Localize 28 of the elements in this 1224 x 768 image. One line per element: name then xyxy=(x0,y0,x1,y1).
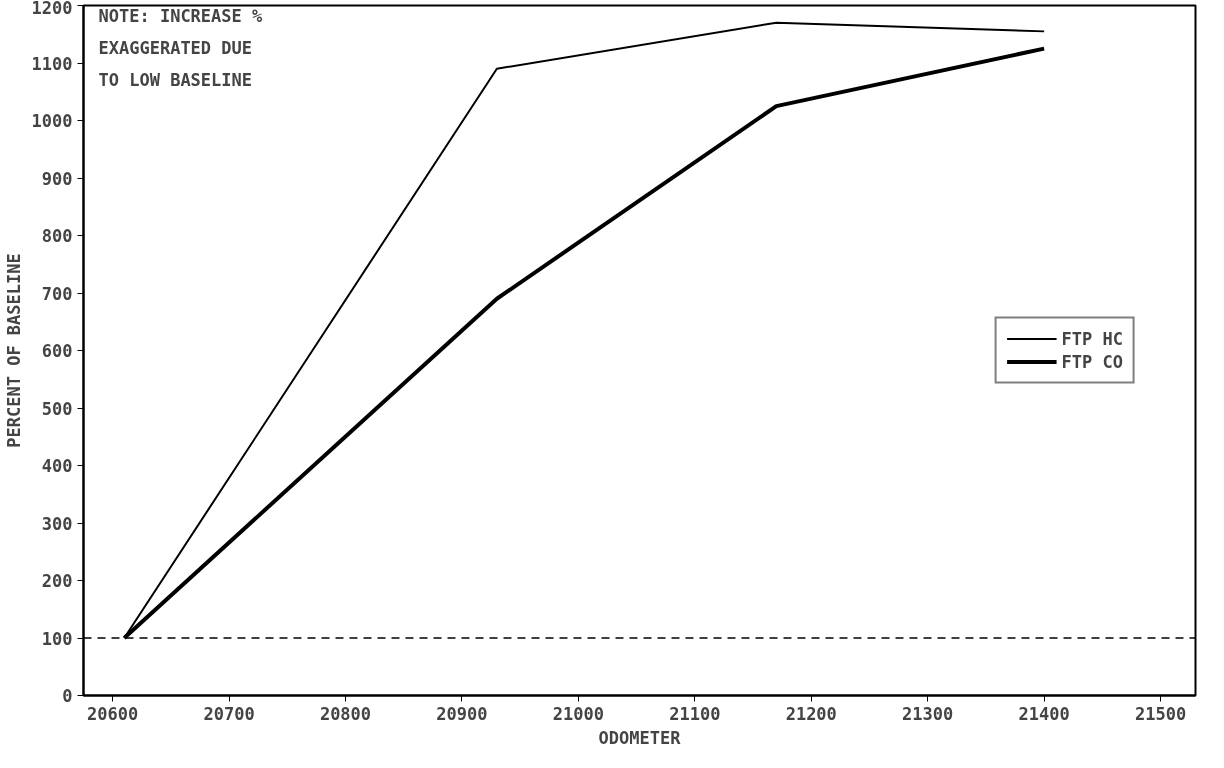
y-tick-label: 700 xyxy=(41,283,73,304)
y-tick-label: 1100 xyxy=(31,53,73,74)
y-tick-label: 500 xyxy=(41,398,73,419)
y-tick-label: 600 xyxy=(41,341,73,361)
y-tick-label: 100 xyxy=(41,628,73,649)
x-tick-label: 20800 xyxy=(319,703,372,724)
x-tick-label: 21200 xyxy=(785,703,837,724)
annotation: NOTE: INCREASE % EXAGGERATED DUE TO LOW BASELINE xyxy=(98,5,264,90)
x-tick-label: 20700 xyxy=(203,703,255,724)
x-axis-title: ODOMETER xyxy=(598,727,682,748)
y-tick-label: 800 xyxy=(41,226,73,246)
y-tick-label: 1000 xyxy=(31,111,73,131)
x-tick-label: 20900 xyxy=(436,703,488,724)
y-axis-title: PERCENT OF BASELINE xyxy=(3,253,24,448)
x-tick-label: 21100 xyxy=(669,703,721,724)
legend-label: FTP HC xyxy=(1061,328,1123,349)
y-tick-label: 400 xyxy=(41,456,73,476)
x-tick-label: 21400 xyxy=(1018,703,1070,724)
x-tick-label: 20600 xyxy=(87,703,139,724)
legend-label: FTP CO xyxy=(1061,351,1123,372)
y-tick-label: 0 xyxy=(62,686,73,706)
y-tick-label: 900 xyxy=(41,168,73,189)
x-tick-label: 21300 xyxy=(902,703,954,724)
x-tick-label: 21500 xyxy=(1134,703,1187,724)
y-tick-label: 300 xyxy=(41,513,73,534)
x-tick-label: 21000 xyxy=(552,703,604,724)
y-tick-label: 200 xyxy=(41,571,73,591)
y-tick-label: 1200 xyxy=(31,0,73,18)
